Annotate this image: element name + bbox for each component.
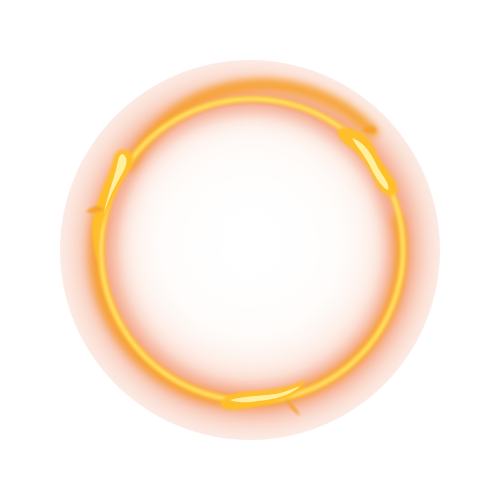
center-glow [117, 105, 387, 375]
flame-cluster-right [337, 126, 398, 196]
flame-cluster-left [86, 149, 134, 270]
flame-cluster-bottom [220, 380, 306, 416]
